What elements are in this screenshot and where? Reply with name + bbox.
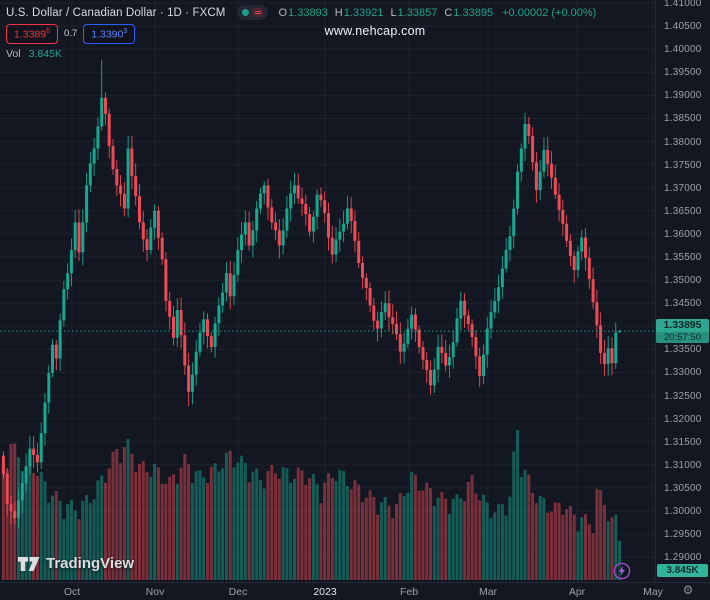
candlestick-chart-canvas[interactable] <box>0 0 655 582</box>
price-tick-label: 1.34500 <box>664 298 702 310</box>
time-tick-label: Oct <box>63 586 81 598</box>
volume-indicator-label[interactable]: Vol <box>6 47 21 60</box>
price-axis[interactable]: 1.41000 1.40500 1.40000 1.39500 1.39000 1.385… <box>655 0 710 582</box>
time-tick-label: Nov <box>145 586 165 598</box>
ohlc-values: O1.33893 H1.33921 L1.33857 C1.33895 +0.0… <box>278 7 596 19</box>
instant-trading-button[interactable] <box>613 562 631 580</box>
time-tick-label: Feb <box>399 586 419 598</box>
price-tick-label: 1.33000 <box>664 367 702 379</box>
axis-settings-gear-icon[interactable]: ⚙ <box>682 583 694 597</box>
price-tick-label: 1.29000 <box>664 552 702 564</box>
symbol-title[interactable]: U.S. Dollar / Canadian Dollar · 1D · FXC… <box>6 6 226 19</box>
watermark-text: www.nehcap.com <box>324 24 426 38</box>
price-tick-label: 1.35500 <box>664 251 702 263</box>
time-tick-label: Apr <box>568 586 586 598</box>
close-label: C <box>444 6 453 19</box>
time-axis[interactable]: Oct Nov Dec 2023 Feb Mar Apr May <box>0 582 710 600</box>
time-tick-label: Dec <box>228 586 248 598</box>
tradingview-wordmark: TradingView <box>46 555 135 572</box>
market-open-dot-icon <box>242 9 250 16</box>
time-tick-label: Mar <box>478 586 498 598</box>
price-tick-label: 1.32500 <box>664 390 702 402</box>
notifications-muted-icon <box>252 8 264 17</box>
change-value: +0.00002 (+0.00%) <box>502 6 597 19</box>
volume-bars <box>1 430 621 580</box>
candle-bodies <box>1 97 621 518</box>
price-tick-label: 1.29500 <box>664 529 702 541</box>
market-status-pill[interactable] <box>237 5 269 20</box>
high-label: H <box>334 6 343 19</box>
price-tick-label: 1.38500 <box>664 113 702 125</box>
price-tick-label: 1.40500 <box>664 21 702 33</box>
time-tick-label: May <box>643 586 663 598</box>
last-price-flag: 1.33895 20:57:50 <box>656 319 709 343</box>
price-tick-label: 1.36500 <box>664 205 702 217</box>
price-tick-label: 1.32000 <box>664 413 702 425</box>
price-tick-label: 1.39000 <box>664 90 702 102</box>
buy-ask-button[interactable]: 1.33903 <box>83 24 136 44</box>
price-tick-label: 1.39500 <box>664 67 702 79</box>
lightning-bolt-icon <box>613 562 631 580</box>
price-tick-label: 1.37500 <box>664 159 702 171</box>
price-tick-label: 1.36000 <box>664 228 702 240</box>
close-value: 1.33895 <box>453 6 494 19</box>
spread-value: 0.7 <box>64 28 78 40</box>
open-value: 1.33893 <box>288 6 328 19</box>
tradingview-logo[interactable]: TradingView <box>18 555 134 572</box>
sell-bid-button[interactable]: 1.33896 <box>6 24 59 44</box>
bar-countdown: 20:57:50 <box>656 332 709 343</box>
candle-wicks <box>2 59 620 528</box>
price-tick-label: 1.31000 <box>664 459 702 471</box>
price-tick-label: 1.38000 <box>664 136 702 148</box>
price-tick-label: 1.37000 <box>664 182 702 194</box>
time-tick-label: 2023 <box>313 586 337 598</box>
chart-legend: U.S. Dollar / Canadian Dollar · 1D · FXC… <box>6 4 596 60</box>
price-tick-label: 1.33500 <box>664 344 702 356</box>
low-value: 1.33857 <box>397 6 438 19</box>
low-label: L <box>390 6 397 19</box>
last-price-value: 1.33895 <box>656 319 709 332</box>
open-label: O <box>278 6 288 19</box>
price-tick-label: 1.40000 <box>664 44 702 56</box>
price-tick-label: 1.30500 <box>664 482 702 494</box>
tradingview-mark-icon <box>18 556 40 571</box>
volume-indicator-value: 3.845K <box>28 47 62 60</box>
price-tick-label: 1.35000 <box>664 275 702 287</box>
high-value: 1.33921 <box>343 6 384 19</box>
price-tick-label: 1.41000 <box>664 0 702 9</box>
price-tick-label: 1.30000 <box>664 505 702 517</box>
volume-axis-flag: 3.845K <box>657 564 708 577</box>
price-tick-label: 1.31500 <box>664 436 702 448</box>
